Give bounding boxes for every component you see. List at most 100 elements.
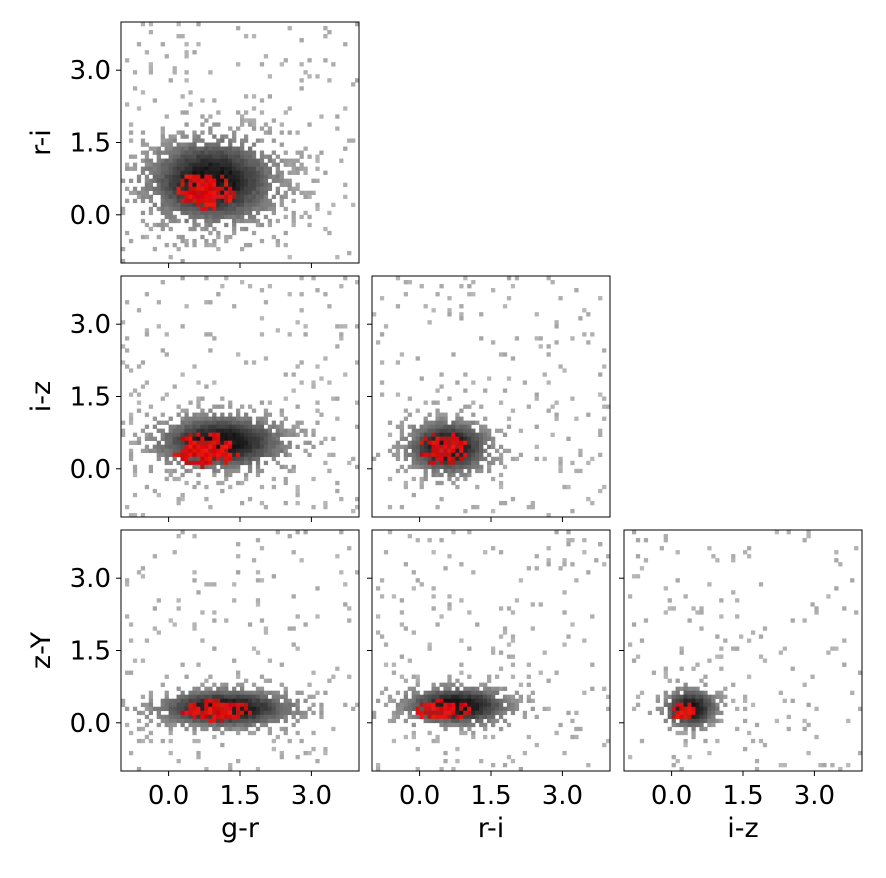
histogram-bin <box>459 670 464 675</box>
histogram-bin <box>675 758 680 764</box>
histogram-bin <box>415 452 420 458</box>
histogram-bin <box>216 686 221 691</box>
histogram-bin <box>232 428 237 433</box>
histogram-bin <box>403 484 408 490</box>
histogram-bin <box>192 710 197 716</box>
histogram-bin <box>232 714 237 720</box>
histogram-bin <box>427 718 432 724</box>
histogram-bin <box>156 598 161 603</box>
histogram-bin <box>287 178 292 183</box>
histogram-bin <box>287 428 292 433</box>
histogram-bin <box>216 146 221 151</box>
histogram-bin <box>156 452 161 458</box>
histogram-bin <box>243 460 249 466</box>
histogram-bin <box>554 670 559 675</box>
histogram-bin <box>121 698 126 704</box>
histogram-bin <box>598 428 603 433</box>
histogram-bin <box>315 74 320 79</box>
histogram-bin <box>463 698 468 704</box>
histogram-bin <box>295 718 300 724</box>
histogram-bin <box>675 678 680 683</box>
histogram-bin <box>403 678 408 683</box>
histogram-bin <box>427 694 432 699</box>
histogram-bin <box>279 412 284 417</box>
histogram-bin <box>506 424 512 429</box>
histogram-bin <box>196 42 201 47</box>
histogram-bin <box>447 460 452 466</box>
histogram-bin <box>132 186 138 191</box>
histogram-bin <box>271 738 276 744</box>
histogram-bin <box>220 460 225 466</box>
histogram-bin <box>224 618 229 623</box>
histogram-bin <box>526 674 531 679</box>
histogram-bin <box>212 226 217 232</box>
histogram-bin <box>683 594 688 599</box>
histogram-bin <box>291 186 296 191</box>
histogram-bin <box>691 606 696 611</box>
histogram-bin <box>220 412 225 417</box>
histogram-bin <box>200 706 205 712</box>
histogram-bin <box>566 710 571 716</box>
histogram-bin <box>427 424 432 429</box>
histogram-bin <box>667 702 672 708</box>
histogram-bin <box>391 670 397 675</box>
histogram-bin <box>251 452 257 458</box>
histogram-bin <box>140 170 146 175</box>
histogram-bin <box>184 408 189 413</box>
histogram-bin <box>232 226 237 232</box>
histogram-bin <box>291 626 296 631</box>
histogram-bin <box>247 150 253 155</box>
histogram-bin <box>164 440 169 445</box>
histogram-bin <box>121 210 126 216</box>
histogram-bin <box>814 606 819 611</box>
histogram-bin <box>168 218 173 224</box>
histogram-bin <box>160 718 165 724</box>
histogram-bin <box>228 460 233 466</box>
histogram-bin <box>192 412 197 417</box>
histogram-bin <box>283 158 288 163</box>
histogram-bin <box>164 222 169 228</box>
histogram-bin <box>168 710 173 716</box>
histogram-bin <box>483 416 488 421</box>
histogram-bin <box>136 436 142 441</box>
histogram-bin <box>255 698 261 704</box>
histogram-bin <box>435 412 440 417</box>
histogram-bin <box>487 706 492 712</box>
histogram-bin <box>834 550 839 555</box>
histogram-bin <box>148 718 154 724</box>
histogram-bin <box>719 718 724 724</box>
histogram-bin <box>518 682 524 687</box>
histogram-bin <box>236 670 241 675</box>
histogram-bin <box>415 746 420 752</box>
histogram-bin <box>343 602 348 607</box>
x-axis-label: i-z <box>727 813 758 844</box>
histogram-bin <box>598 542 603 547</box>
histogram-bin <box>220 448 225 454</box>
histogram-bin <box>188 162 193 167</box>
histogram-bin <box>463 372 468 377</box>
histogram-bin <box>236 570 241 575</box>
histogram-bin <box>148 702 154 708</box>
histogram-bin <box>212 142 217 147</box>
histogram-bin <box>243 412 249 417</box>
histogram-bin <box>355 496 359 502</box>
histogram-bin <box>671 722 676 728</box>
histogram-bin <box>132 468 138 474</box>
histogram-bin <box>228 762 233 768</box>
histogram-bin <box>431 682 436 687</box>
histogram-bin <box>180 428 185 433</box>
histogram-bin <box>184 190 189 196</box>
histogram-bin <box>423 702 428 708</box>
histogram-bin <box>447 452 452 458</box>
histogram-bin <box>255 570 261 575</box>
histogram-bin <box>295 500 300 506</box>
histogram-bin <box>212 734 217 740</box>
histogram-bin <box>180 444 185 450</box>
histogram-bin <box>395 706 401 712</box>
histogram-bin <box>208 202 213 208</box>
histogram-bin <box>339 284 344 289</box>
histogram-bin <box>439 284 444 289</box>
histogram-bin <box>176 452 181 458</box>
histogram-bin <box>283 464 288 470</box>
histogram-bin <box>291 464 296 470</box>
